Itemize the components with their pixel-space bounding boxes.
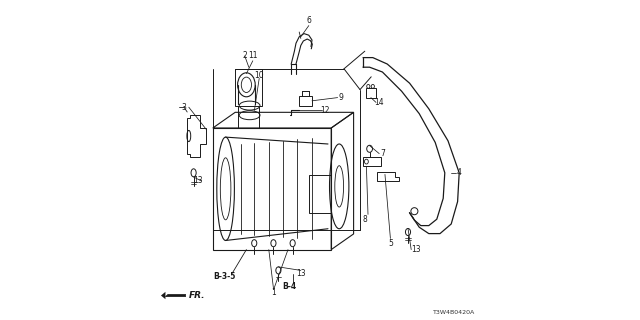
- Text: 9: 9: [339, 93, 343, 102]
- Text: 1: 1: [271, 288, 276, 297]
- Polygon shape: [161, 292, 165, 299]
- Text: 4: 4: [457, 168, 461, 177]
- Text: 8: 8: [362, 215, 367, 224]
- Text: FR.: FR.: [189, 291, 205, 300]
- Text: 12: 12: [320, 106, 330, 115]
- Text: 7: 7: [380, 149, 385, 158]
- Text: 2: 2: [243, 52, 247, 60]
- Polygon shape: [165, 294, 186, 297]
- Text: 14: 14: [374, 98, 384, 107]
- Text: 11: 11: [248, 52, 257, 60]
- Text: 6: 6: [307, 16, 311, 25]
- Text: 5: 5: [388, 239, 393, 248]
- Text: 10: 10: [254, 71, 264, 80]
- Text: T3W4B0420A: T3W4B0420A: [433, 309, 475, 315]
- Text: 3: 3: [182, 103, 186, 112]
- Text: 13: 13: [193, 176, 203, 185]
- Text: B-4: B-4: [282, 282, 297, 291]
- Text: 13: 13: [296, 269, 306, 278]
- Text: B-3-5: B-3-5: [213, 272, 235, 281]
- Text: 13: 13: [411, 245, 421, 254]
